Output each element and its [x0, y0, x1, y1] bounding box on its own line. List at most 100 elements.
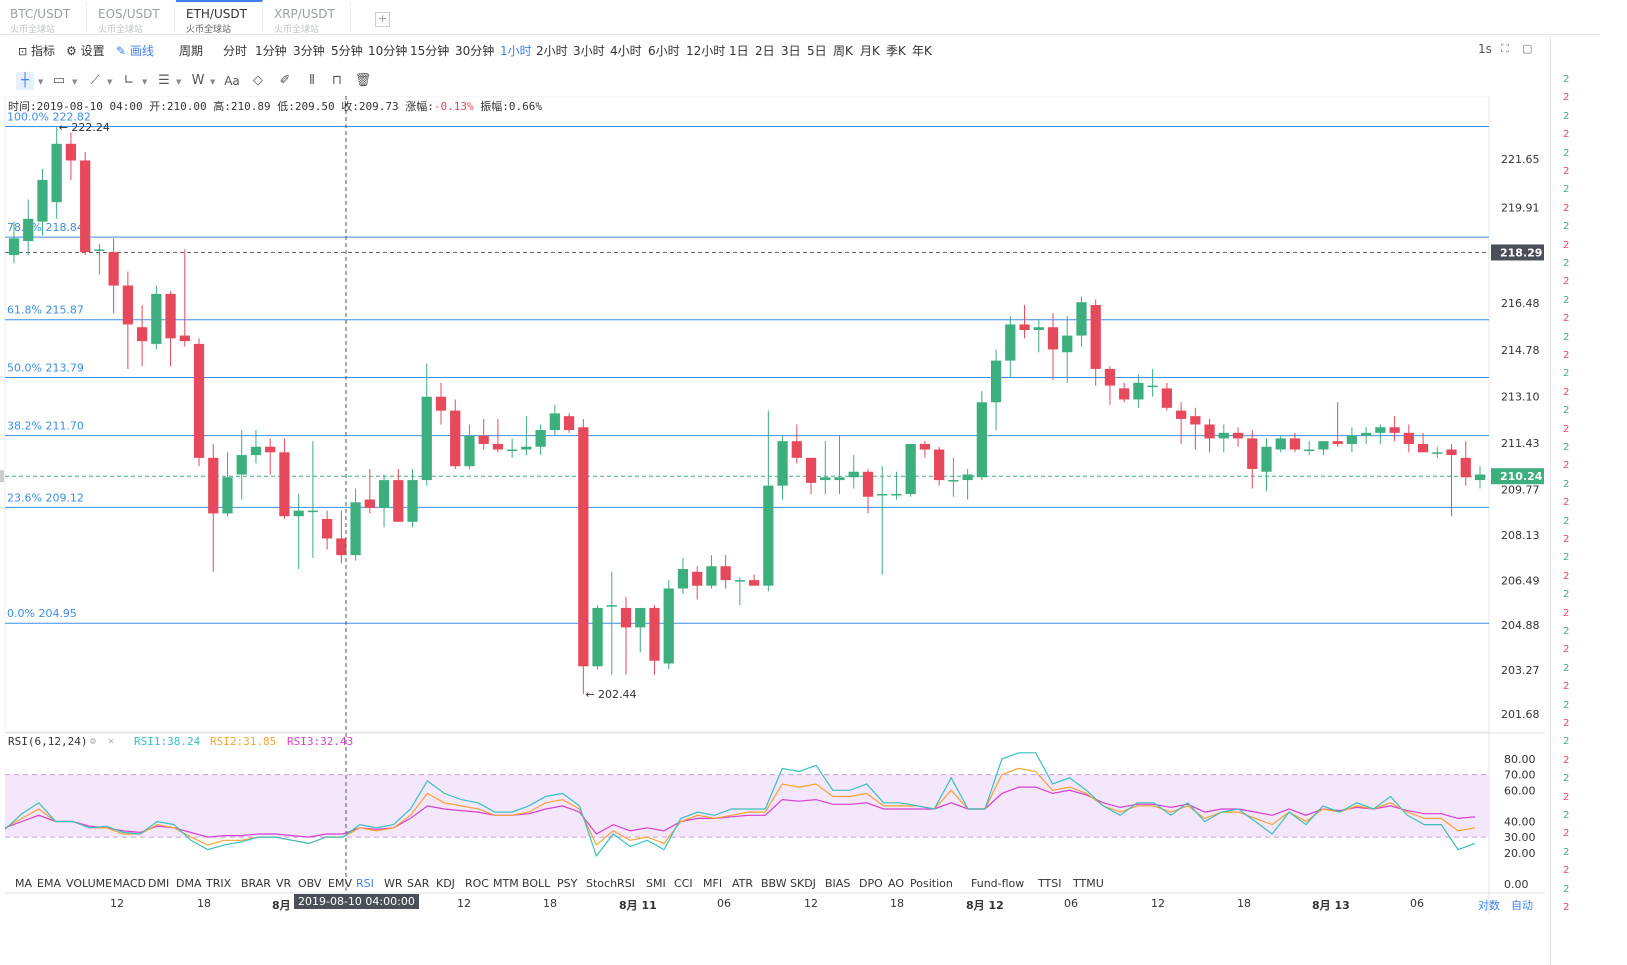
time-tick: 12 — [110, 897, 124, 910]
log-scale-toggle[interactable]: 对数 — [1478, 899, 1500, 912]
eraser-icon[interactable]: ◇ — [253, 73, 263, 88]
indicator-tab-skdj[interactable]: SKDJ — [790, 877, 816, 890]
symbol-tabbar: BTC/USDT 火币全球站 EOS/USDT 火币全球站 ETH/USDT 火… — [0, 0, 1600, 35]
indicator-tab-wr[interactable]: WR — [384, 877, 403, 890]
indicator-tab-dpo[interactable]: DPO — [859, 877, 883, 890]
indicator-tab-dmi[interactable]: DMI — [148, 877, 170, 890]
indicator-tab-obv[interactable]: OBV — [298, 877, 322, 890]
candle-body — [1389, 427, 1400, 433]
period-5[interactable]: 15分钟 — [410, 44, 450, 58]
indicator-tab-atr[interactable]: ATR — [732, 877, 754, 890]
period-10[interactable]: 4小时 — [610, 44, 642, 58]
period-9[interactable]: 3小时 — [573, 44, 605, 58]
tab-xrp-usdt[interactable]: XRP/USDT 火币全球站 — [264, 2, 351, 35]
wave-icon[interactable]: W — [191, 73, 205, 88]
indicator-tab-ema[interactable]: EMA — [37, 877, 61, 890]
crosshair-icon[interactable]: ┼ — [16, 72, 34, 90]
period-17[interactable]: 周K — [833, 44, 853, 58]
indicator-tab-emv[interactable]: EMV — [328, 877, 352, 890]
period-3[interactable]: 5分钟 — [331, 44, 363, 58]
candle-body — [1403, 432, 1414, 444]
refresh-rate[interactable]: 1s — [1478, 42, 1492, 56]
period-8[interactable]: 2小时 — [536, 44, 568, 58]
period-7[interactable]: 1小时 — [500, 44, 532, 58]
lock-icon[interactable]: ⊓ — [331, 73, 343, 88]
candle-body — [521, 446, 532, 450]
window-icon[interactable]: ▢ — [1522, 42, 1533, 55]
indicator-tab-bias[interactable]: BIAS — [825, 877, 851, 890]
indicator-tab-ttmu[interactable]: TTMU — [1073, 877, 1104, 890]
period-2[interactable]: 3分钟 — [293, 44, 325, 58]
candle-body — [265, 446, 276, 453]
indicator-tab-rsi[interactable]: RSI — [356, 877, 374, 890]
period-14[interactable]: 2日 — [755, 44, 775, 58]
angle-icon[interactable]: ∟ — [123, 73, 135, 88]
indicator-tab-boll[interactable]: BOLL — [522, 877, 551, 890]
indicator-tab-ao[interactable]: AO — [888, 877, 904, 890]
period-6[interactable]: 30分钟 — [455, 44, 495, 58]
rsi-settings-icon[interactable]: ⚙ — [90, 736, 97, 747]
period-13[interactable]: 1日 — [729, 44, 749, 58]
period-19[interactable]: 季K — [886, 44, 906, 58]
trash-icon[interactable]: 🗑 — [354, 73, 372, 88]
indicator-tab-sar[interactable]: SAR — [407, 877, 430, 890]
indicator-tab-ma[interactable]: MA — [15, 877, 33, 890]
period-16[interactable]: 5日 — [807, 44, 827, 58]
candle-body — [322, 518, 333, 539]
indicator-tab-volume[interactable]: VOLUME — [66, 877, 113, 890]
ruler-icon[interactable]: ▭ — [52, 73, 66, 88]
indicator-tab-kdj[interactable]: KDJ — [436, 877, 455, 890]
parallel-lines-icon[interactable]: ☰ — [158, 73, 170, 88]
candle-body — [934, 449, 945, 481]
side-panel-digit: 2 — [1563, 202, 1570, 214]
indicator-tab-roc[interactable]: ROC — [465, 877, 489, 890]
tab-btc-usdt[interactable]: BTC/USDT 火币全球站 — [0, 2, 87, 35]
settings-button[interactable]: ⚙ 设置 — [66, 42, 105, 59]
side-panel-digit: 2 — [1563, 883, 1570, 895]
period-4[interactable]: 10分钟 — [368, 44, 408, 58]
period-11[interactable]: 6小时 — [648, 44, 680, 58]
indicator-tab-ttsi[interactable]: TTSI — [1038, 877, 1062, 890]
indicator-button[interactable]: ⊡ 指标 — [18, 42, 55, 59]
period-12[interactable]: 12小时 — [686, 44, 726, 58]
candle-body — [193, 343, 205, 458]
indicator-tab-fund-flow[interactable]: Fund-flow — [971, 877, 1025, 890]
auto-scale-toggle[interactable]: 自动 — [1511, 899, 1533, 912]
indicator-tab-position[interactable]: Position — [910, 877, 953, 890]
indicator-tab-vr[interactable]: VR — [276, 877, 292, 890]
indicator-tab-cci[interactable]: CCI — [674, 877, 693, 890]
main-toolbar: ⊡ 指标 ⚙ 设置 ✎ 画线 周期 分时 1分钟 3分钟 5分钟 10分钟 15分钟 30分… — [0, 36, 1570, 64]
period-15[interactable]: 3日 — [781, 44, 801, 58]
indicator-tab-brar[interactable]: BRAR — [241, 877, 271, 890]
candlestick-chart[interactable]: 80.00 70.00 60.00 40.00 30.00 20.00 0.00 100.0%… — [0, 96, 1560, 914]
period-0[interactable]: 分时 — [223, 44, 248, 58]
indicator-tab-mtm[interactable]: MTM — [493, 877, 519, 890]
tab-eth-usdt[interactable]: ETH/USDT 火币全球站 — [176, 0, 263, 35]
text-icon[interactable]: Aa — [224, 74, 240, 88]
indicator-tab-dma[interactable]: DMA — [176, 877, 202, 890]
candle-body — [1232, 432, 1244, 439]
period-1[interactable]: 1分钟 — [255, 44, 287, 58]
indicator-tab-macd[interactable]: MACD — [113, 877, 146, 890]
time-tick: 8月 11 — [619, 899, 657, 912]
candle-body — [1361, 432, 1372, 436]
indicator-tab-psy[interactable]: PSY — [557, 877, 578, 890]
candle-body — [919, 443, 931, 450]
rsi-close-icon[interactable]: ✕ — [108, 736, 115, 747]
trendline-icon[interactable]: ⟋ — [90, 73, 100, 88]
add-tab-icon[interactable]: + — [375, 12, 390, 27]
period-18[interactable]: 月K — [860, 44, 880, 58]
indicator-tab-stochrsi[interactable]: StochRSI — [586, 877, 635, 890]
indicator-tab-smi[interactable]: SMI — [646, 877, 666, 890]
draw-button[interactable]: ✎ 画线 — [116, 42, 154, 59]
indicator-tab-bbw[interactable]: BBW — [761, 877, 787, 890]
time-tick: 8月 12 — [966, 899, 1004, 912]
pattern-icon[interactable]: ⦀ — [309, 73, 315, 88]
pen-icon[interactable]: ✐ — [279, 73, 291, 88]
indicator-tab-mfi[interactable]: MFI — [703, 877, 723, 890]
tab-eos-usdt[interactable]: EOS/USDT 火币全球站 — [88, 2, 175, 35]
indicator-tab-trix[interactable]: TRIX — [206, 877, 232, 890]
fullscreen-icon[interactable]: ⛶ — [1501, 42, 1509, 55]
period-20[interactable]: 年K — [912, 44, 932, 58]
side-panel-digit: 2 — [1563, 478, 1570, 490]
